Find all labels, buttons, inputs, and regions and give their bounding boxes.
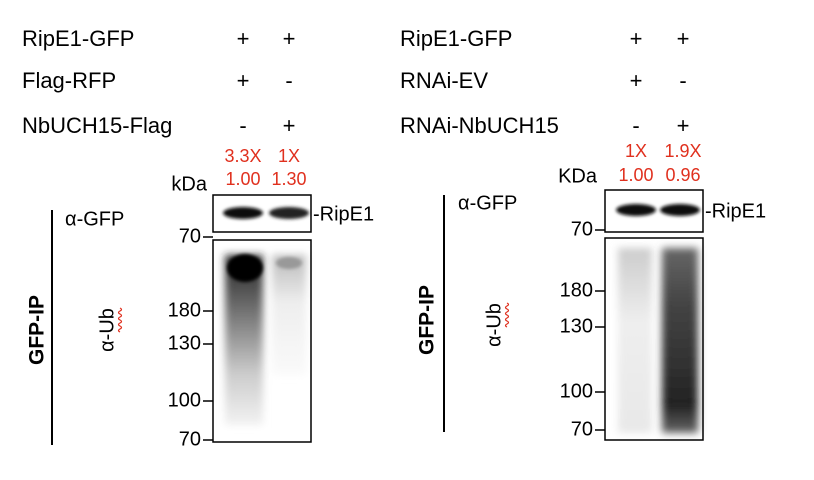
- wavy-underline: [504, 302, 510, 328]
- blot-images: [223, 204, 700, 433]
- blot-frame: [212, 194, 312, 233]
- blot-frame: [604, 189, 704, 233]
- quantification: 1.9X: [664, 141, 701, 161]
- ub-label-group: α-Ub: [483, 302, 510, 347]
- ub-label-group: α-Ub: [96, 307, 123, 352]
- marker-label: 70: [179, 225, 201, 247]
- quantification: 1.00: [225, 169, 260, 189]
- lane-sign: -: [285, 68, 292, 93]
- lane-sign: +: [677, 113, 690, 138]
- lane-sign: +: [677, 26, 690, 51]
- blot-frame: [212, 239, 312, 443]
- row-label: RNAi-EV: [400, 68, 488, 93]
- row-label: Flag-RFP: [22, 68, 116, 93]
- kda-label: kDa: [171, 173, 207, 195]
- lane-sign: -: [632, 113, 639, 138]
- marker-label: 100: [560, 380, 593, 402]
- lane-sign: +: [630, 68, 643, 93]
- side-label: GFP-IP: [26, 295, 49, 365]
- quantification: 1X: [278, 146, 300, 166]
- side-label: GFP-IP: [416, 285, 439, 355]
- lane-sign: -: [679, 68, 686, 93]
- band-label: -RipE1: [705, 200, 766, 222]
- marker-label: 180: [560, 279, 593, 301]
- marker-label: 130: [560, 315, 593, 337]
- row-label: RNAi-NbUCH15: [400, 113, 559, 138]
- row-label: NbUCH15-Flag: [22, 113, 172, 138]
- blot-frame: [604, 237, 704, 441]
- quantification: 3.3X: [224, 146, 261, 166]
- quantification: 0.96: [665, 165, 700, 185]
- marker-label: 130: [168, 332, 201, 354]
- quantification: 1.00: [618, 165, 653, 185]
- lane-sign: -: [239, 113, 246, 138]
- lane-sign: +: [237, 26, 250, 51]
- marker-label: 70: [179, 428, 201, 450]
- kda-label: KDa: [558, 165, 598, 187]
- marker-label: 100: [168, 389, 201, 411]
- wavy-underline: [117, 307, 123, 333]
- antibody-label: α-Ub: [96, 308, 118, 352]
- quantification: 1.30: [271, 169, 306, 189]
- antibody-label: α-GFP: [65, 208, 124, 230]
- antibody-label: α-Ub: [483, 303, 505, 347]
- row-label: RipE1-GFP: [22, 26, 134, 51]
- quantification: 1X: [625, 141, 647, 161]
- lane-sign: +: [630, 26, 643, 51]
- row-label: RipE1-GFP: [400, 26, 512, 51]
- marker-label: 180: [168, 299, 201, 321]
- marker-label: 70: [571, 218, 593, 240]
- band-label: -RipE1: [313, 203, 374, 225]
- marker-label: 70: [571, 418, 593, 440]
- lane-sign: +: [283, 113, 296, 138]
- lane-sign: +: [283, 26, 296, 51]
- antibody-label: α-GFP: [458, 192, 517, 214]
- lane-sign: +: [237, 68, 250, 93]
